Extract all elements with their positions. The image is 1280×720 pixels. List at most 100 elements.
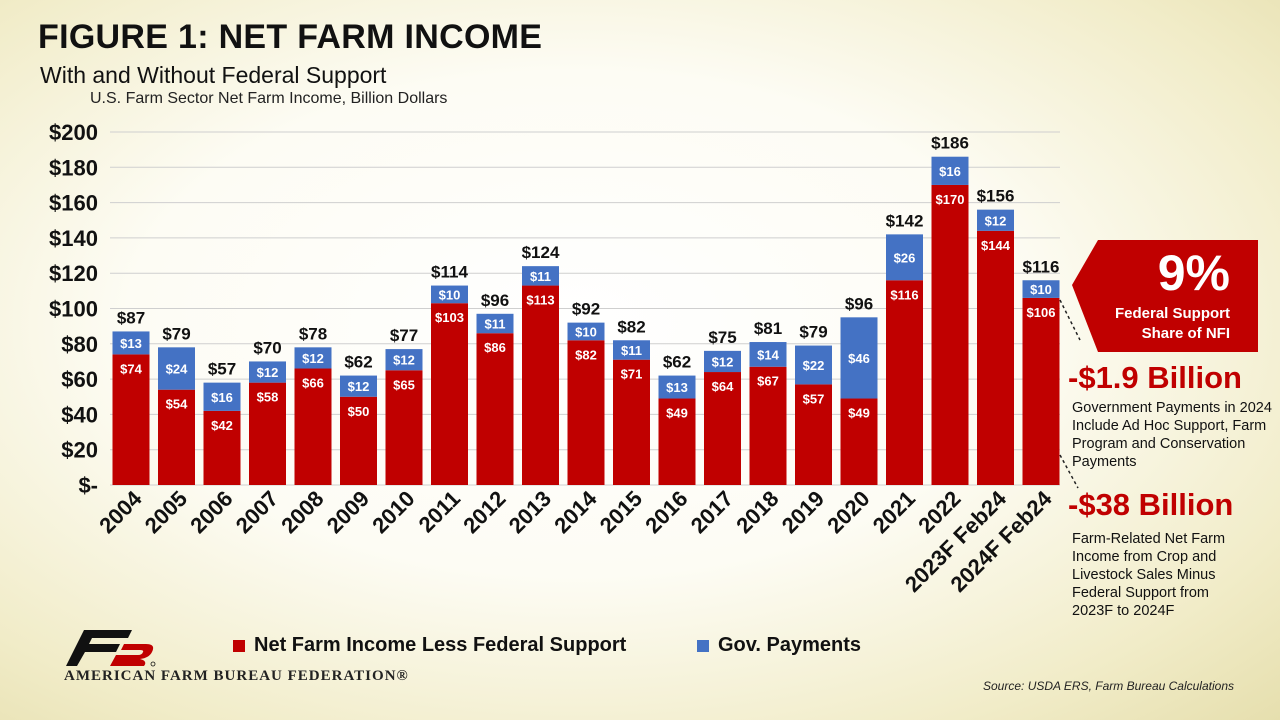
x-tick-label: 2017 [686,486,738,538]
x-tick-label: 2010 [367,486,419,538]
federal-share-callout: 9% Federal Support Share of NFI [1072,240,1258,352]
chart-subtitle: With and Without Federal Support [40,62,387,88]
bar-net-farm-income [385,370,423,485]
bar-gov-payments [385,349,423,371]
bar-net-farm-income [522,285,559,485]
federal-share-value: 9% [1157,245,1230,301]
federal-share-label: Federal Support Share of NFI [1114,305,1230,342]
data-label-total: $92 [572,300,600,319]
legend-item-gov-payments: Gov. Payments [697,634,861,657]
bar-gov-payments [704,350,741,373]
bar-gov-payments [840,317,878,399]
bar-net-farm-income [704,372,741,485]
chart-units-subtitle: U.S. Farm Sector Net Farm Income, Billio… [90,90,448,107]
legend-swatch-blue [697,639,709,652]
data-label-net-farm-income: $49 [666,406,688,421]
data-label-net-farm-income: $57 [803,391,825,406]
data-label-gov-payments: $14 [757,347,779,362]
data-label-gov-payments: $10 [575,324,597,339]
data-label-total: $77 [390,326,418,345]
bar-gov-payments [749,342,787,367]
data-label-total: $124 [522,243,560,262]
chart-title: FIGURE 1: NET FARM INCOME [38,18,543,56]
data-label-total: $186 [931,134,969,153]
y-tick-label: $20 [61,438,98,463]
bar-gov-payments [294,347,332,369]
bar-net-farm-income [749,366,787,485]
data-label-net-farm-income: $66 [302,376,324,391]
bar-net-farm-income [431,303,468,485]
data-label-total: $79 [799,323,827,342]
data-label-total: $82 [617,317,645,336]
bar-gov-payments [931,156,969,185]
bar-net-farm-income [886,280,923,485]
data-label-net-farm-income: $50 [348,404,370,419]
data-label-total: $70 [253,338,281,357]
x-tick-label: 2021 [868,486,920,538]
data-label-gov-payments: $26 [894,250,916,265]
y-tick-label: $60 [61,367,98,392]
data-label-net-farm-income: $86 [484,340,506,355]
bar-gov-payments [977,209,1014,231]
data-label-total: $96 [481,291,509,310]
data-label-total: $62 [663,353,691,372]
y-tick-label: $100 [49,297,98,322]
data-label-total: $156 [977,187,1015,206]
x-tick-label: 2013 [504,486,556,538]
data-label-gov-payments: $16 [211,390,233,405]
bar-gov-payments [340,375,377,397]
organization-name: AMERICAN FARM BUREAU FEDERATION® [64,668,409,684]
data-label-net-farm-income: $71 [621,367,643,382]
data-label-net-farm-income: $106 [1027,305,1056,320]
x-tick-label: 2009 [322,486,374,538]
x-tick-label: 2014 [549,485,602,538]
bar-gov-payments [567,322,605,341]
x-tick-label: 2019 [777,486,829,538]
data-label-total: $87 [117,308,145,327]
data-label-gov-payments: $12 [393,353,415,368]
x-tick-label: 2005 [140,486,192,538]
bar-gov-payments [658,375,696,399]
data-label-total: $79 [162,324,190,343]
legend-label-net-farm-income: Net Farm Income Less Federal Support [254,634,627,656]
data-label-gov-payments: $13 [120,336,142,351]
bar-net-farm-income [567,340,605,485]
data-label-net-farm-income: $49 [848,406,870,421]
data-label-net-farm-income: $58 [257,390,279,405]
data-label-net-farm-income: $103 [435,310,464,325]
y-tick-label: $140 [49,226,98,251]
data-label-total: $116 [1023,257,1060,276]
data-label-gov-payments: $12 [712,354,734,369]
bar-gov-payments [249,361,286,383]
data-label-total: $96 [845,294,873,313]
y-tick-label: $- [78,473,98,498]
data-label-gov-payments: $24 [166,362,188,377]
data-label-net-farm-income: $67 [757,374,779,389]
bar-net-farm-income [977,230,1014,485]
gov-payments-change-value: -$1.9 Billion [1068,360,1242,395]
data-label-net-farm-income: $65 [393,377,415,392]
farm-income-change-note: Farm-Related Net Farm Income from Crop a… [1072,531,1226,619]
bar-net-farm-income [795,384,832,485]
bar-gov-payments [795,345,832,385]
x-tick-label: 2006 [185,486,237,538]
gov-payments-change-note: Government Payments in 2024 Include Ad H… [1072,400,1272,470]
data-label-net-farm-income: $116 [890,287,918,302]
bar-gov-payments [613,340,650,360]
data-label-gov-payments: $46 [848,351,870,366]
y-axis-ticks: $- $20 $40 $60 $80 $100 $120 $140 $160 $180 $200 [49,120,98,498]
data-label-gov-payments: $12 [348,379,370,394]
callout-leader-line-bottom [1059,454,1079,489]
farm-bureau-logo-icon [66,630,156,667]
data-label-net-farm-income: $42 [211,418,233,433]
bar-net-farm-income [203,410,241,485]
bar-gov-payments [522,266,559,286]
legend-item-net-farm-income: Net Farm Income Less Federal Support [233,634,626,657]
x-tick-label: 2007 [231,486,283,538]
x-tick-label: 2020 [822,486,874,538]
y-tick-label: $200 [49,120,98,145]
x-tick-label: 2008 [276,486,328,538]
legend-swatch-red [233,639,245,652]
data-label-gov-payments: $11 [621,343,642,358]
